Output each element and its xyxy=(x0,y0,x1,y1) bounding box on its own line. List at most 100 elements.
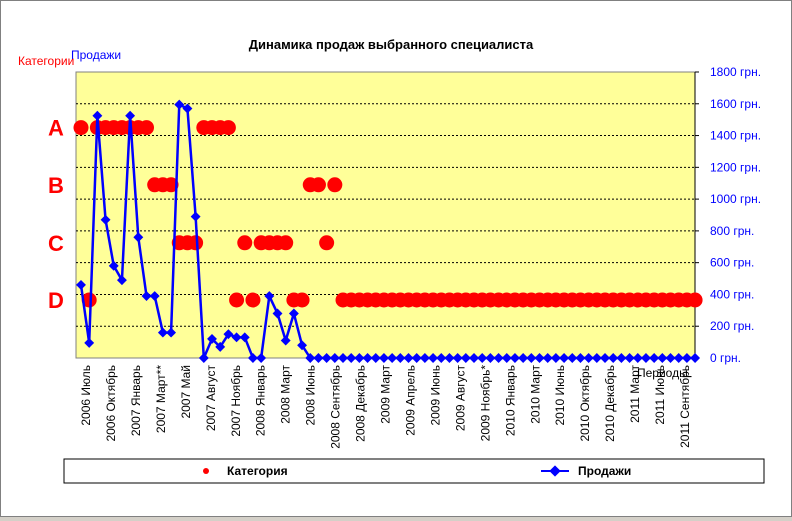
sales-point xyxy=(600,353,610,363)
sales-point xyxy=(223,329,234,340)
sales-point xyxy=(665,353,676,363)
x-tick-label: 2006 Июль xyxy=(79,365,93,426)
sales-point xyxy=(518,353,529,363)
x-tick-label: 2007 Март** xyxy=(154,365,168,433)
y-tick-label: 800 грн. xyxy=(710,224,754,238)
sales-point xyxy=(632,353,643,363)
sales-point xyxy=(534,353,545,363)
legend xyxy=(63,458,765,484)
sales-point xyxy=(526,353,537,363)
sales-point xyxy=(125,110,136,121)
sales-point xyxy=(657,353,668,363)
sales-point xyxy=(272,308,283,319)
sales-point xyxy=(166,327,177,338)
sales-point xyxy=(411,353,422,363)
sales-point xyxy=(141,291,152,301)
sales-point xyxy=(239,332,250,343)
right-axis-title: Продажи xyxy=(71,48,121,62)
category-tick-label: B xyxy=(48,173,64,198)
sales-point xyxy=(174,99,185,110)
category-point xyxy=(319,235,335,251)
sales-point xyxy=(321,353,332,363)
y-tick-label: 1600 грн. xyxy=(710,97,761,111)
sales-point xyxy=(452,353,463,363)
x-tick-label: 2010 Январь xyxy=(503,365,517,436)
category-point xyxy=(139,120,155,136)
category-point xyxy=(237,235,253,251)
plot-area xyxy=(75,71,696,359)
sales-point xyxy=(346,353,357,363)
category-point xyxy=(220,120,236,136)
category-point xyxy=(81,292,97,308)
category-point xyxy=(229,292,245,308)
x-tick-label: 2010 Март xyxy=(528,365,542,424)
sales-point xyxy=(616,353,627,363)
category-point xyxy=(278,235,294,251)
category-tick-label: D xyxy=(48,288,64,313)
x-tick-label: 2009 Апрель xyxy=(403,365,417,436)
category-point xyxy=(73,120,89,136)
sales-point xyxy=(641,353,651,363)
x-tick-label: 2009 Июнь xyxy=(428,365,442,426)
y-tick-label: 1200 грн. xyxy=(710,160,761,174)
sales-point xyxy=(370,353,381,363)
sales-point xyxy=(567,353,578,363)
sales-point xyxy=(297,340,308,351)
sales-point xyxy=(649,353,660,363)
sales-point xyxy=(256,353,267,363)
category-point xyxy=(294,292,310,308)
x-tick-label: 2010 Декабрь xyxy=(603,365,617,442)
sales-point xyxy=(190,211,201,222)
x-tick-label: 2008 Март xyxy=(279,365,293,424)
y-tick-label: 600 грн. xyxy=(710,256,754,270)
x-tick-label: 2007 Январь xyxy=(129,365,143,436)
x-tick-label: 2010 Июнь xyxy=(553,365,567,426)
x-tick-label: 2008 Июнь xyxy=(304,365,318,426)
sales-point xyxy=(387,353,398,363)
sales-point xyxy=(395,353,406,363)
category-point xyxy=(163,177,179,193)
category-point xyxy=(687,292,703,308)
x-tick-label: 2010 Октябрь xyxy=(578,365,592,442)
category-point xyxy=(188,235,204,251)
sales-point xyxy=(133,232,144,243)
sales-point xyxy=(485,353,496,363)
x-tick-label: 2009 Март xyxy=(379,365,393,424)
x-tick-label: 2007 Август xyxy=(204,365,218,432)
x-tick-label: 2009 Август xyxy=(453,365,467,432)
y-tick-label: 1000 грн. xyxy=(710,192,761,206)
sales-point xyxy=(329,353,340,363)
legend-category-label: Категория xyxy=(227,464,288,478)
sales-point xyxy=(149,291,160,301)
sales-point xyxy=(354,353,365,363)
category-tick-label: A xyxy=(48,116,64,141)
period-axis: 2006 Июль 2006 Октябрь 2007 Январь 2007 Мар… xyxy=(79,365,692,449)
sales-point xyxy=(444,353,455,363)
sales-point xyxy=(477,353,488,363)
sales-point xyxy=(264,291,275,301)
category-tick-label: C xyxy=(48,231,64,256)
sales-point xyxy=(92,110,103,121)
category-point xyxy=(327,177,343,193)
sales-point xyxy=(436,353,447,363)
sales-point xyxy=(591,353,602,363)
sales-point xyxy=(305,353,316,363)
sales-point xyxy=(501,353,512,363)
sales-point xyxy=(215,341,226,352)
sales-point xyxy=(428,353,439,363)
sales-point xyxy=(583,353,594,363)
sales-point xyxy=(575,353,586,363)
sales-point xyxy=(157,327,168,338)
sales-point xyxy=(469,353,479,363)
category-series xyxy=(73,120,703,308)
sales-point xyxy=(559,353,570,363)
x-tick-label: 2007 Май xyxy=(179,365,193,419)
sales-point xyxy=(231,332,242,343)
chart-title: Динамика продаж выбранного специалиста xyxy=(249,37,534,52)
x-tick-label: 2011 Март xyxy=(628,365,642,423)
sales-point xyxy=(510,353,520,363)
sales-point xyxy=(182,103,193,114)
sales-point xyxy=(247,353,258,363)
